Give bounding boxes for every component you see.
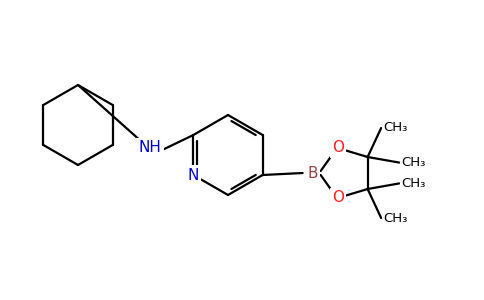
Text: B: B [307,166,318,181]
Text: O: O [332,190,344,206]
Text: O: O [332,140,344,155]
Text: CH₃: CH₃ [401,177,425,190]
Text: NH: NH [138,140,162,155]
Text: CH₃: CH₃ [383,122,408,134]
Text: CH₃: CH₃ [383,212,408,224]
Text: N: N [188,167,199,182]
Text: CH₃: CH₃ [401,156,425,169]
